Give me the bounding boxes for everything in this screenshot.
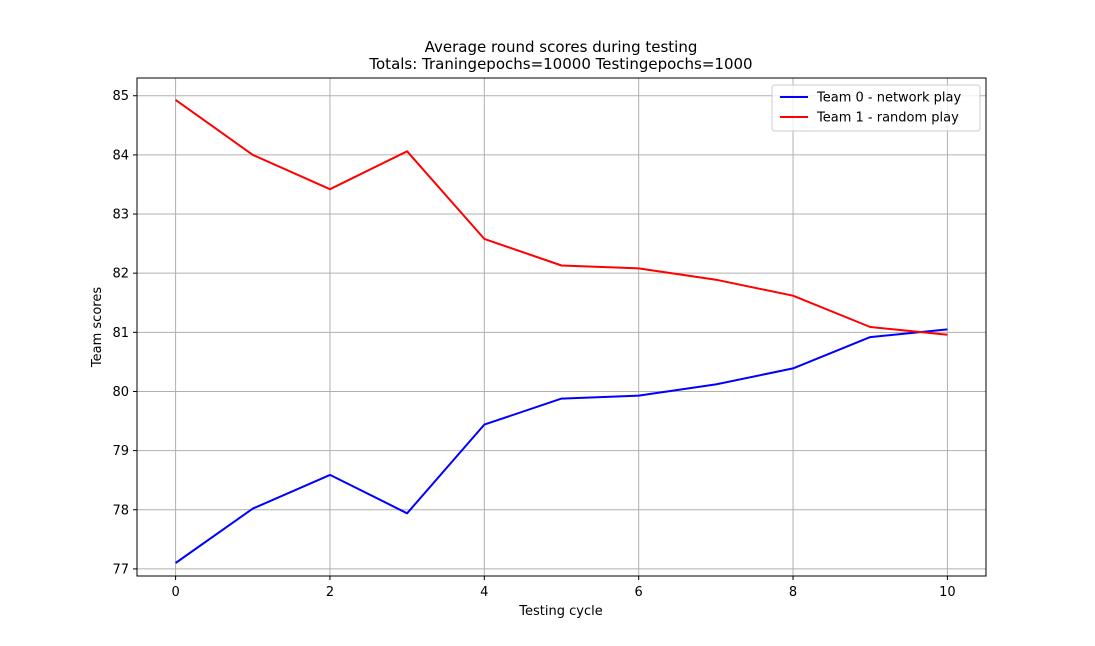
x-tick-label: 10 [939, 585, 956, 600]
y-tick-label: 81 [112, 326, 129, 341]
x-tick-label: 4 [480, 585, 488, 600]
series-lines [175, 99, 948, 564]
x-axis-label: Testing cycle [518, 604, 602, 619]
legend-box [771, 84, 981, 132]
x-tick-label: 2 [326, 585, 334, 600]
y-tick-label: 83 [112, 208, 129, 223]
y-tick-label: 85 [112, 89, 129, 104]
y-tick-label: 82 [112, 267, 129, 282]
legend-label-team-0: Team 0 - network play [816, 91, 961, 106]
series-line-team-1 [175, 99, 948, 336]
x-tick-label: 6 [635, 585, 643, 600]
y-tick-label: 79 [112, 444, 129, 459]
grid-lines [137, 78, 986, 576]
legend-label-team-1: Team 1 - random play [816, 111, 959, 126]
y-tick-label: 77 [112, 562, 129, 577]
axis-ticks: 0 2 4 6 8 10 77 78 79 80 81 82 83 84 85 [112, 89, 955, 600]
plot-frame [136, 77, 987, 577]
series-line-team-0 [175, 328, 948, 564]
y-tick-label: 84 [112, 148, 129, 163]
y-tick-label: 78 [112, 503, 129, 518]
chart-title: Average round scores during testing [425, 38, 698, 56]
x-tick-label: 8 [789, 585, 797, 600]
y-tick-label: 80 [112, 385, 129, 400]
y-axis-label: Team scores [90, 287, 105, 368]
legend: Team 0 - network play Team 1 - random pl… [771, 84, 981, 132]
chart-subtitle: Totals: Traningepochs=10000 Testingepoch… [368, 55, 752, 73]
x-tick-label: 0 [171, 585, 179, 600]
